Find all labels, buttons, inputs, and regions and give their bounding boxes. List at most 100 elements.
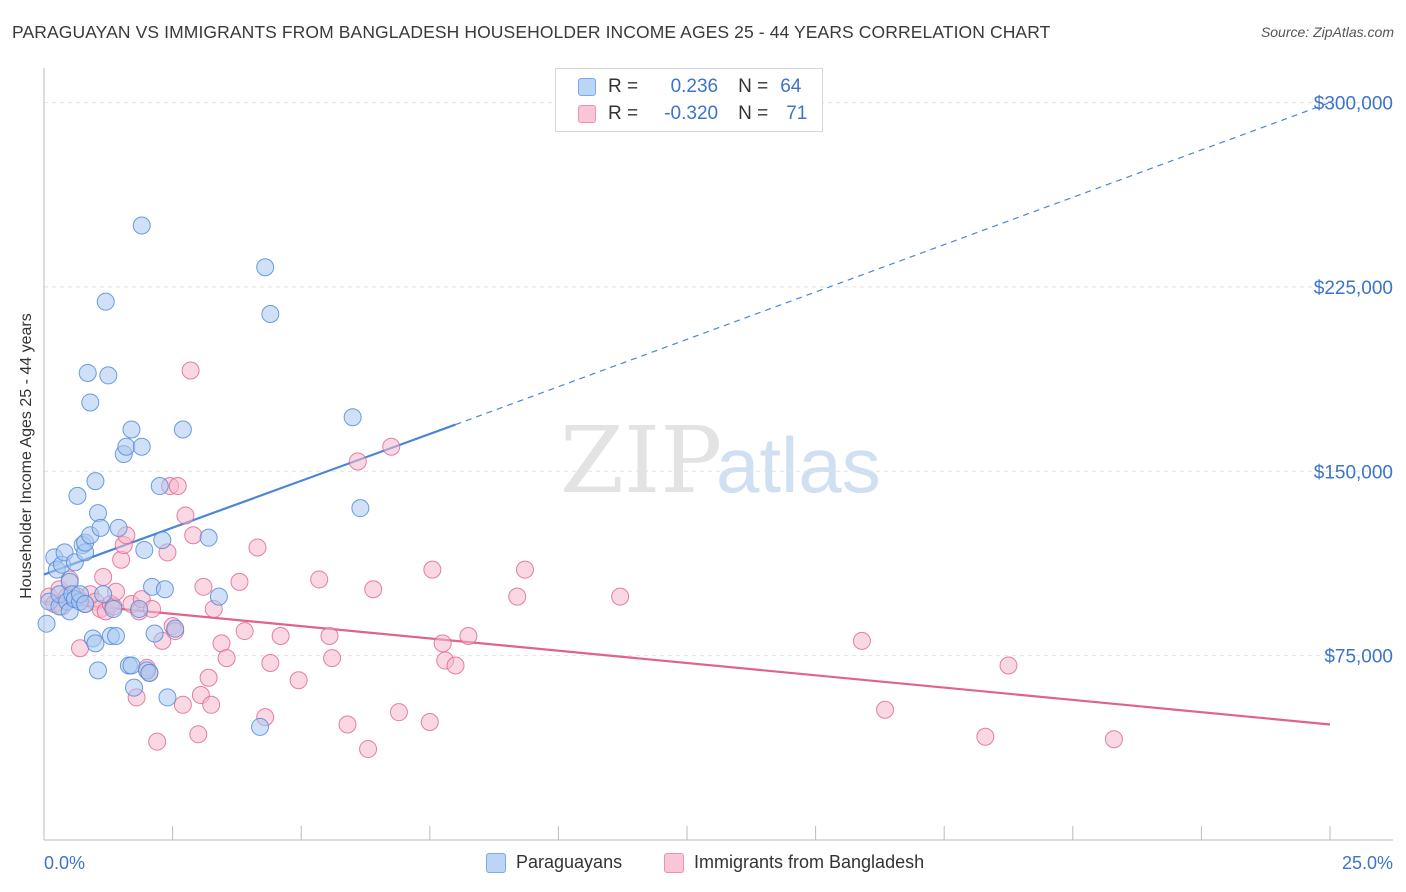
chart-legend: Paraguayans Immigrants from Bangladesh [0, 852, 1406, 876]
point-series1-68 [459, 626, 478, 645]
point-series0-44 [132, 437, 151, 456]
point-series1-53 [289, 671, 308, 690]
point-series1-64 [423, 560, 442, 579]
point-series0-31 [99, 366, 118, 385]
watermark-zip: ZIP [560, 407, 722, 514]
point-series0-50 [150, 477, 169, 496]
r-label: R = [608, 103, 639, 124]
point-series1-35 [173, 695, 192, 714]
point-series1-36 [176, 506, 195, 525]
point-series1-69 [508, 587, 527, 606]
r-label: R = [608, 76, 639, 97]
legend-swatch-paraguayans [486, 852, 506, 873]
point-series0-27 [89, 504, 108, 523]
point-series1-73 [876, 700, 895, 719]
data-points [37, 216, 1123, 759]
point-series0-45 [135, 540, 154, 559]
point-series0-53 [158, 688, 177, 707]
point-series1-37 [181, 361, 200, 380]
point-series1-41 [194, 577, 213, 596]
point-series1-42 [199, 668, 218, 687]
stats-legend: R = 0.236 N = 64 R = -0.320 N = 71 [555, 68, 823, 132]
point-series1-76 [1104, 730, 1123, 749]
point-series1-67 [446, 656, 465, 675]
point-series1-61 [382, 437, 401, 456]
axes [43, 68, 1393, 841]
trend-line-1 [43, 600, 1331, 726]
x-tick-labels: 0.0% 25.0% [44, 853, 1393, 873]
point-series0-60 [261, 304, 280, 323]
point-series1-48 [235, 622, 254, 641]
point-series1-72 [852, 631, 871, 650]
point-series1-70 [515, 560, 534, 579]
point-series0-21 [81, 393, 100, 412]
legend-item-bangladesh: Immigrants from Bangladesh [664, 852, 924, 873]
point-series1-52 [271, 626, 290, 645]
point-series1-60 [364, 580, 383, 599]
point-series1-63 [420, 713, 439, 732]
point-series1-49 [248, 538, 267, 557]
point-series1-38 [184, 526, 203, 545]
point-series1-54 [310, 570, 329, 589]
point-series0-47 [140, 663, 159, 682]
y-tick-label: $75,000 [1324, 647, 1393, 668]
y-tick-label: $150,000 [1314, 462, 1393, 483]
point-series0-51 [153, 531, 172, 550]
point-series0-33 [104, 599, 123, 618]
point-series1-74 [976, 727, 995, 746]
point-series0-61 [343, 408, 362, 427]
point-series0-39 [122, 420, 141, 439]
point-series1-65 [433, 634, 452, 653]
point-series0-28 [91, 518, 110, 537]
point-series0-55 [173, 420, 192, 439]
gridlines [44, 102, 1393, 657]
watermark-atlas: atlas [716, 421, 881, 509]
point-series0-56 [199, 528, 218, 547]
y-tick-label: $225,000 [1314, 278, 1393, 299]
point-series1-71 [611, 587, 630, 606]
point-series0-30 [96, 292, 115, 311]
point-series0-54 [166, 619, 185, 638]
stats-row-bangladesh: R = -0.320 N = 71 [578, 102, 807, 126]
point-series1-59 [359, 740, 378, 759]
point-series1-57 [338, 715, 357, 734]
point-series1-13 [94, 567, 113, 586]
point-series0-24 [86, 634, 105, 653]
watermark: ZIP atlas [560, 407, 881, 514]
point-series0-25 [86, 472, 105, 491]
r-value: 0.236 [670, 76, 719, 97]
point-series0-58 [251, 717, 270, 736]
point-series0-43 [132, 216, 151, 235]
point-series0-57 [209, 587, 228, 606]
legend-item-paraguayans: Paraguayans [486, 852, 622, 873]
swatch-bangladesh [578, 105, 596, 123]
point-series1-58 [348, 452, 367, 471]
n-label: N = [738, 103, 769, 124]
x-tick-label-start: 0.0% [44, 853, 85, 873]
point-series0-63 [37, 614, 56, 633]
y-tick-label: $300,000 [1314, 94, 1393, 115]
point-series0-49 [145, 624, 164, 643]
x-tick-label-end: 25.0% [1342, 853, 1393, 873]
point-series0-29 [94, 585, 113, 604]
point-series0-62 [351, 499, 370, 518]
point-series1-34 [168, 477, 187, 496]
y-axis-label: Householder Income Ages 25 - 44 years [18, 313, 35, 599]
legend-swatch-bangladesh [664, 852, 684, 873]
stats-row-paraguayans: R = 0.236 N = 64 [578, 75, 801, 99]
point-series0-59 [256, 258, 275, 277]
point-series1-62 [389, 703, 408, 722]
r-value: -0.320 [664, 103, 719, 124]
point-series0-37 [117, 437, 136, 456]
point-series1-28 [148, 732, 167, 751]
n-value: 64 [780, 76, 802, 97]
point-series1-56 [323, 649, 342, 668]
point-series1-55 [320, 626, 339, 645]
point-series1-47 [230, 572, 249, 591]
point-series0-52 [155, 580, 174, 599]
n-value: 71 [786, 103, 808, 124]
trend-line-extension-0 [455, 102, 1331, 426]
swatch-paraguayans [578, 78, 596, 96]
point-series0-34 [107, 626, 126, 645]
